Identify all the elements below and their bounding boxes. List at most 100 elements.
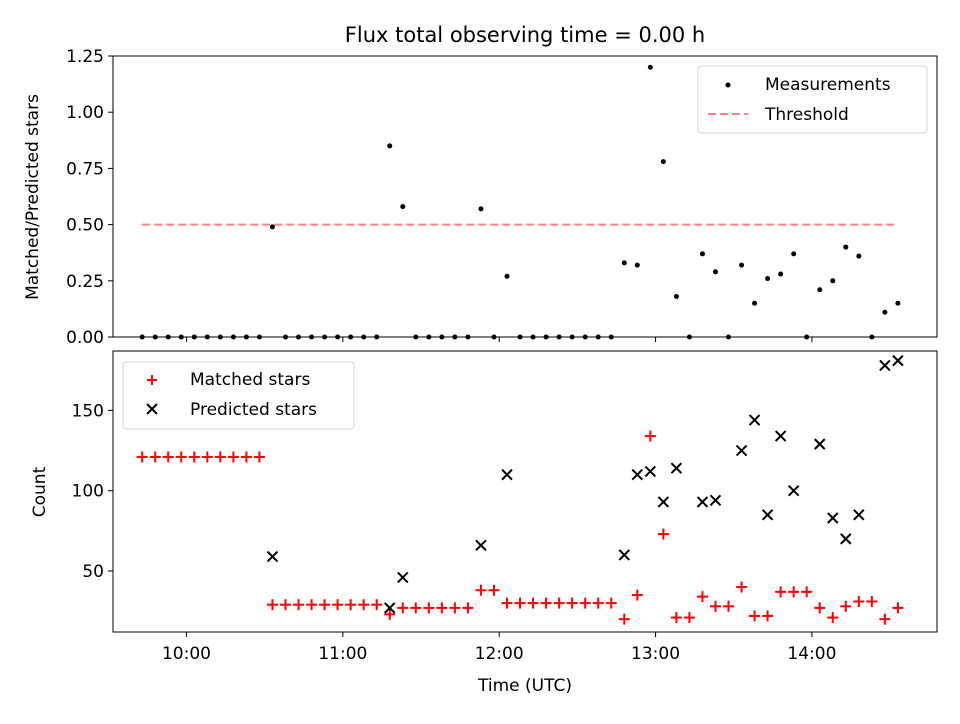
count-legend: Matched stars Predicted stars (122, 361, 355, 430)
matched-star-point (149, 451, 161, 463)
matched-star-point (644, 430, 656, 442)
matched-star-point (670, 612, 682, 624)
x-tick-label: 10:00 (162, 644, 211, 664)
matched-star-point (631, 589, 643, 601)
matched-star-point (553, 597, 565, 609)
predicted-star-point (384, 602, 396, 614)
matched-star-point (253, 451, 265, 463)
legend-marker-predicted (146, 403, 158, 415)
legend-label-matched: Matched stars (190, 370, 310, 390)
predicted-star-point (761, 509, 774, 521)
matched-star-point (709, 600, 721, 612)
matched-star-point (566, 597, 578, 609)
matched-star-point (306, 599, 318, 611)
count-y-tick-label: 50 (82, 562, 104, 582)
matched-star-point (410, 602, 422, 614)
matched-star-point (462, 602, 474, 614)
predicted-star-point (266, 550, 279, 563)
predicted-star-point (879, 359, 891, 372)
measurement-point (830, 278, 836, 284)
ratio-legend: Measurements Threshold (697, 65, 928, 134)
matched-star-point (827, 612, 839, 624)
predicted-star-point (657, 496, 670, 508)
matched-star-point (657, 528, 669, 540)
matched-star-point (801, 586, 813, 598)
count-panel: 50 100 150 10:00 11:00 12:00 13:00 14:00 Count… (30, 350, 938, 696)
matched-star-point (175, 451, 187, 463)
matched-star-point (579, 597, 591, 609)
predicted-star-point (618, 549, 630, 561)
matched-star-point (136, 451, 148, 463)
matched-star-point (332, 599, 344, 611)
matched-star-point (188, 451, 200, 463)
measurement-point (400, 204, 406, 210)
matched-star-point (345, 599, 357, 611)
matched-star-point (240, 451, 252, 463)
measurement-point (621, 260, 627, 266)
ratio-y-tick-label: 1.25 (66, 47, 104, 67)
x-axis-label: Time (UTC) (477, 676, 572, 696)
predicted-star-point (709, 494, 722, 507)
matched-star-point (892, 602, 904, 614)
matched-star-point (592, 597, 604, 609)
x-tick-label: 11:00 (318, 644, 367, 664)
measurement-point (856, 253, 862, 259)
matched-star-point (475, 584, 487, 596)
predicted-star-point (774, 430, 787, 442)
predicted-star-point (670, 462, 683, 474)
count-legend-box (122, 361, 355, 430)
predicted-star-point (892, 354, 904, 367)
ratio-y-tick-label: 1.00 (66, 103, 104, 123)
matched-star-point (266, 599, 278, 611)
legend-label-threshold: Threshold (764, 105, 849, 125)
matched-star-point (449, 602, 461, 614)
measurement-point (778, 271, 784, 277)
measurement-point (478, 206, 484, 212)
predicted-star-point (735, 444, 748, 457)
legend-marker-measurements (725, 82, 731, 88)
measurement-point (739, 262, 745, 268)
ratio-panel-frame (112, 55, 938, 338)
matched-star-point (814, 602, 826, 614)
predicted-star-point (644, 465, 657, 478)
matched-star-point (762, 610, 774, 622)
matched-star-point (736, 581, 748, 593)
measurement-point (699, 251, 705, 257)
matched-star-point (488, 584, 500, 596)
matched-star-point (605, 597, 617, 609)
matched-star-point (723, 600, 735, 612)
matched-star-point (775, 586, 787, 598)
chart-title: Flux total observing time = 0.00 h (345, 23, 705, 47)
measurement-point (752, 300, 758, 306)
predicted-star-point (501, 468, 513, 481)
matched-star-point (514, 597, 526, 609)
predicted-star-point (787, 484, 800, 497)
matched-star-point (162, 451, 174, 463)
matched-star-point (436, 602, 448, 614)
count-y-tick-label: 100 (72, 482, 104, 502)
matched-star-point (879, 613, 891, 625)
measurement-point (673, 294, 679, 300)
predicted-star-point (748, 414, 761, 426)
measurement-point (843, 244, 849, 250)
matched-star-point (214, 451, 226, 463)
ratio-y-tick-label: 0.75 (66, 159, 104, 179)
legend-marker-matched (147, 375, 157, 385)
measurement-point (712, 269, 718, 275)
matched-star-point (749, 610, 761, 622)
x-tick-label: 12:00 (475, 644, 524, 664)
measurement-point (895, 300, 901, 306)
predicted-star-point (397, 571, 409, 584)
matched-star-point (866, 595, 878, 607)
measurement-point (660, 159, 666, 165)
predicted-star-point (475, 539, 487, 551)
measurement-point (647, 64, 653, 70)
matched-star-point (788, 586, 800, 598)
count-panel-frame (112, 350, 938, 633)
matched-star-point (293, 599, 305, 611)
ratio-y-tick-label: 0.25 (66, 272, 104, 292)
matched-star-point (527, 597, 539, 609)
ratio-y-tick-label: 0.00 (66, 328, 104, 348)
measurement-point (634, 262, 640, 268)
ratio-y-tick-label: 0.50 (66, 216, 104, 236)
